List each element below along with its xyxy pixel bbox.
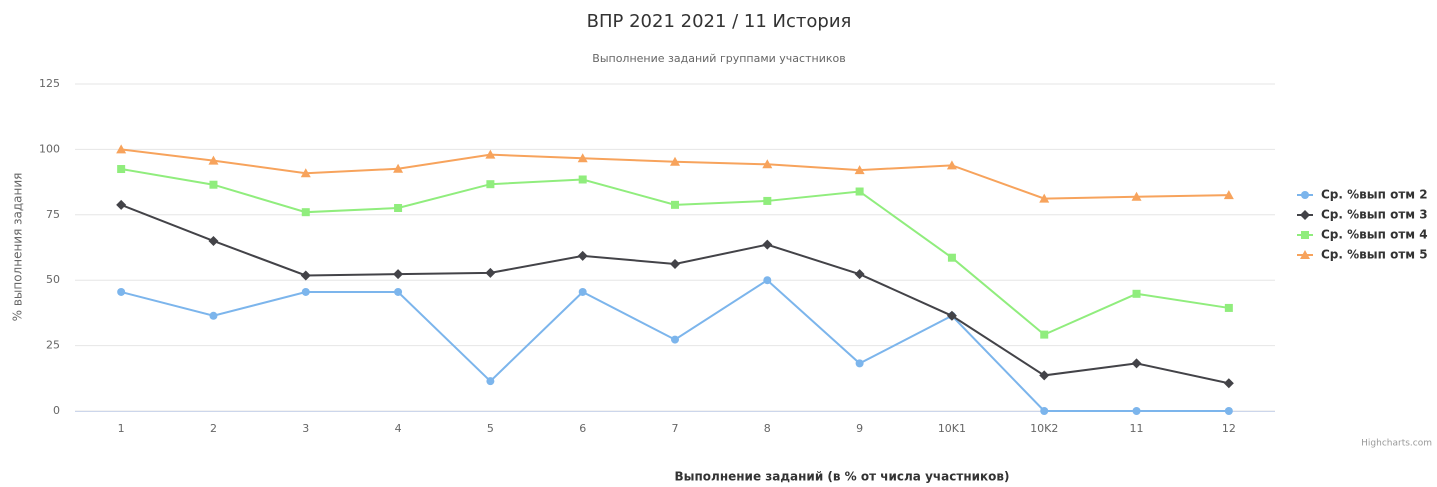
marker (394, 203, 403, 212)
marker (578, 175, 587, 184)
marker (117, 287, 126, 296)
x-tick-label: 5 (487, 422, 494, 435)
marker (116, 144, 127, 154)
x-tick-label: 10K2 (1030, 422, 1058, 435)
series-line (120, 168, 1230, 336)
marker (762, 239, 773, 250)
y-tick-label: 125 (39, 77, 60, 90)
marker (1039, 193, 1050, 203)
series-line (120, 203, 1230, 385)
marker (855, 359, 864, 368)
marker (762, 159, 773, 169)
legend-label: Ср. %вып отм 5 (1321, 248, 1428, 262)
x-tick-label: 12 (1222, 422, 1236, 435)
marker (1040, 330, 1049, 339)
marker (1131, 358, 1142, 369)
marker (763, 276, 772, 285)
marker (1132, 289, 1141, 298)
marker (1039, 370, 1050, 381)
marker (578, 287, 587, 296)
marker (1224, 303, 1233, 312)
marker (394, 287, 403, 296)
marker (1223, 378, 1234, 389)
marker (485, 149, 496, 159)
y-axis-title: % выполнения задания (11, 173, 25, 322)
chart-subtitle: Выполнение заданий группами участников (592, 52, 845, 65)
x-tick-label: 9 (856, 422, 863, 435)
marker (1040, 407, 1049, 415)
chart-title: ВПР 2021 2021 / 11 История (587, 11, 852, 32)
marker (1224, 407, 1233, 415)
marker (301, 208, 310, 217)
marker (1301, 191, 1309, 199)
x-tick-label: 2 (210, 422, 217, 435)
x-tick-label: 8 (764, 422, 771, 435)
marker (1131, 191, 1142, 201)
marker (671, 200, 679, 209)
marker (1132, 407, 1141, 415)
marker (670, 258, 680, 269)
credit: Highcharts.com (1361, 439, 1432, 449)
marker (209, 311, 218, 320)
marker (577, 250, 588, 261)
marker (854, 269, 865, 280)
marker (393, 269, 404, 280)
y-tick-label: 75 (46, 208, 60, 221)
legend-label: Ср. %вып отм 2 (1321, 188, 1428, 202)
y-tick-label: 100 (39, 142, 60, 155)
legend-label: Ср. %вып отм 3 (1321, 208, 1428, 222)
marker (208, 155, 219, 165)
x-tick-label: 11 (1130, 422, 1144, 435)
marker (577, 153, 588, 163)
y-tick-label: 25 (46, 339, 60, 352)
marker (854, 165, 865, 175)
y-tick-label: 0 (53, 404, 60, 417)
marker (671, 335, 679, 344)
marker (1300, 210, 1310, 220)
x-tick-label: 10K1 (938, 422, 966, 435)
marker (763, 196, 772, 205)
marker (946, 310, 957, 321)
marker (209, 180, 218, 189)
marker (855, 187, 864, 196)
marker (485, 267, 496, 278)
marker (947, 253, 956, 262)
marker (1223, 190, 1234, 200)
x-axis-title: Выполнение заданий (в % от числа участни… (675, 470, 1010, 484)
marker (300, 168, 311, 178)
y-tick-label: 50 (46, 273, 60, 286)
marker (208, 235, 219, 246)
legend-label: Ср. %вып отм 4 (1321, 228, 1428, 242)
x-tick-label: 3 (302, 422, 309, 435)
marker (300, 270, 311, 281)
marker (486, 180, 495, 189)
marker (486, 377, 495, 386)
marker (1300, 250, 1310, 259)
x-tick-label: 7 (672, 422, 679, 435)
marker (1301, 231, 1309, 239)
marker (301, 287, 310, 296)
marker (393, 163, 404, 173)
x-tick-label: 4 (395, 422, 402, 435)
marker (117, 165, 126, 174)
marker (116, 199, 127, 210)
x-tick-label: 1 (118, 422, 125, 435)
marker (946, 160, 957, 170)
x-tick-label: 6 (579, 422, 586, 435)
marker (670, 156, 680, 166)
